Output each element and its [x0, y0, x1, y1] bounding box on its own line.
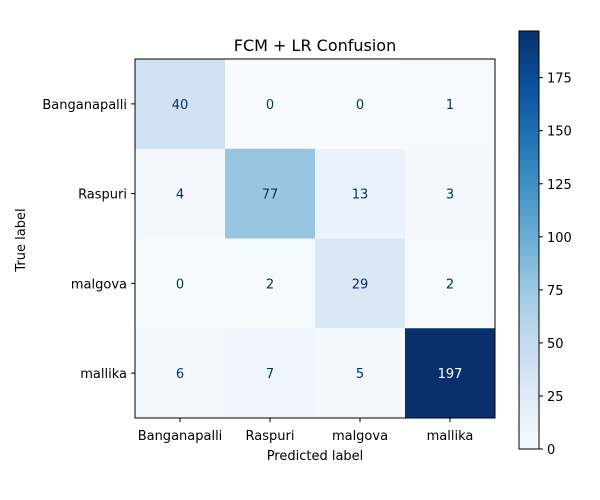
cell-value-labels: 40 0 0 1 4 77 13 3 0 2 29 2 6 7 5 197: [172, 98, 463, 382]
y-tick-label: Raspuri: [78, 188, 127, 203]
cell-value-label: 197: [438, 367, 463, 382]
colorbar: [519, 31, 539, 449]
colorbar-tick-label: 100: [547, 231, 572, 246]
x-axis-ticks: Banganapalli Raspuri malgova mallika: [138, 418, 474, 444]
heatmap-cell: [225, 238, 316, 329]
colorbar-tick-label: 175: [547, 72, 572, 87]
colorbar-tick-label: 125: [547, 178, 572, 193]
heatmap-cell: [405, 238, 496, 329]
cell-value-label: 7: [266, 367, 274, 382]
colorbar-ticks: 0 25 50 75 100 125 150 175: [539, 72, 572, 458]
heatmap-cell: [225, 328, 316, 419]
heatmap-cell: [405, 59, 496, 150]
heatmap-cell: [135, 148, 226, 239]
cell-value-label: 0: [176, 277, 184, 292]
heatmap-cells: [135, 59, 496, 419]
x-tick-label: mallika: [427, 429, 474, 444]
chart-title: FCM + LR Confusion: [234, 36, 396, 55]
y-tick-label: Banganapalli: [42, 98, 127, 113]
heatmap-cell: [135, 59, 226, 150]
cell-value-label: 6: [176, 367, 184, 382]
cell-value-label: 40: [172, 98, 189, 113]
cell-value-label: 4: [176, 188, 184, 203]
cell-value-label: 13: [352, 188, 369, 203]
heatmap-cell: [315, 238, 406, 329]
y-axis-ticks: Banganapalli Raspuri malgova mallika: [42, 98, 135, 382]
heatmap-cell: [315, 59, 406, 150]
heatmap-cell: [225, 59, 316, 150]
heatmap-cell: [315, 148, 406, 239]
cell-value-label: 0: [356, 98, 364, 113]
y-tick-label: malgova: [71, 277, 127, 292]
heatmap-cell: [135, 238, 226, 329]
colorbar-tick-label: 0: [547, 443, 555, 458]
colorbar-tick-label: 150: [547, 125, 572, 140]
colorbar-tick-label: 50: [547, 337, 564, 352]
plot-frame: [134, 58, 496, 419]
cell-value-label: 77: [262, 188, 279, 203]
cell-value-label: 2: [446, 277, 454, 292]
heatmap-cell: [315, 328, 406, 419]
cell-value-label: 2: [266, 277, 274, 292]
x-tick-label: malgova: [332, 429, 388, 444]
colorbar-tick-label: 25: [547, 390, 564, 405]
x-tick-label: Banganapalli: [138, 429, 223, 444]
cell-value-label: 29: [352, 277, 369, 292]
x-tick-label: Raspuri: [246, 429, 295, 444]
cell-value-label: 0: [266, 98, 274, 113]
cell-value-label: 3: [446, 188, 454, 203]
x-axis-label: Predicted label: [267, 449, 364, 464]
heatmap-cell: [225, 148, 316, 239]
y-axis-label: True label: [14, 208, 29, 272]
cell-value-label: 1: [446, 98, 454, 113]
cell-value-label: 5: [356, 367, 364, 382]
heatmap-cell: [405, 328, 496, 419]
y-tick-label: mallika: [80, 367, 127, 382]
heatmap-cell: [405, 148, 496, 239]
colorbar-frame: [518, 30, 540, 450]
heatmap-cell: [135, 328, 226, 419]
colorbar-tick-label: 75: [547, 284, 564, 299]
